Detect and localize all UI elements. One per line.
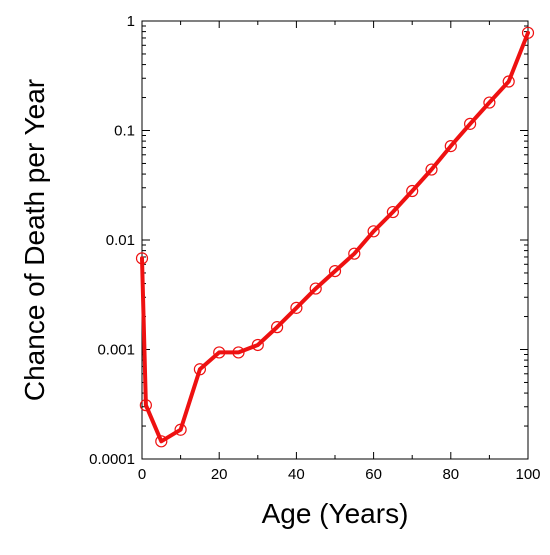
- data-point: [232, 346, 245, 359]
- data-point: [251, 338, 264, 352]
- plot-frame: [141, 20, 529, 460]
- data-point: [425, 163, 438, 176]
- tick-labels-layer: 0 20 40 60 80 100 0.0001 0.001 0.01 0.1 1: [89, 13, 540, 483]
- data-point: [386, 205, 399, 219]
- data-point: [290, 301, 303, 314]
- y-axis-title: Chance of Death per Year: [19, 79, 50, 401]
- data-point: [464, 117, 477, 130]
- ticks-layer: [141, 20, 529, 460]
- y-tick-label: 0.01: [106, 232, 135, 249]
- data-point: [406, 184, 419, 198]
- data-point: [521, 26, 535, 39]
- x-tick-label: 80: [442, 466, 459, 483]
- data-point: [328, 264, 342, 278]
- series-line: [140, 30, 530, 444]
- x-tick-label: 100: [515, 466, 540, 483]
- data-point: [155, 435, 168, 448]
- data-point: [502, 75, 515, 88]
- data-point: [139, 399, 152, 412]
- series-layer: [135, 26, 535, 448]
- x-tick-label: 0: [138, 466, 146, 483]
- x-tick-label: 20: [211, 466, 228, 483]
- data-point: [348, 247, 361, 260]
- data-point: [193, 363, 206, 376]
- data-point: [213, 346, 226, 359]
- x-tick-label: 60: [365, 466, 382, 483]
- x-axis-title: Age (Years): [262, 498, 409, 529]
- data-point: [271, 321, 284, 334]
- data-point: [174, 423, 187, 436]
- y-tick-label: 0.1: [114, 123, 135, 140]
- x-tick-label: 40: [288, 466, 305, 483]
- data-point: [367, 225, 380, 238]
- y-tick-label: 0.001: [97, 342, 135, 359]
- y-tick-label: 0.0001: [89, 451, 135, 468]
- data-point: [309, 282, 322, 295]
- y-tick-label: 1: [127, 13, 135, 30]
- data-point: [135, 252, 149, 265]
- data-point: [444, 140, 457, 153]
- data-point: [483, 96, 496, 109]
